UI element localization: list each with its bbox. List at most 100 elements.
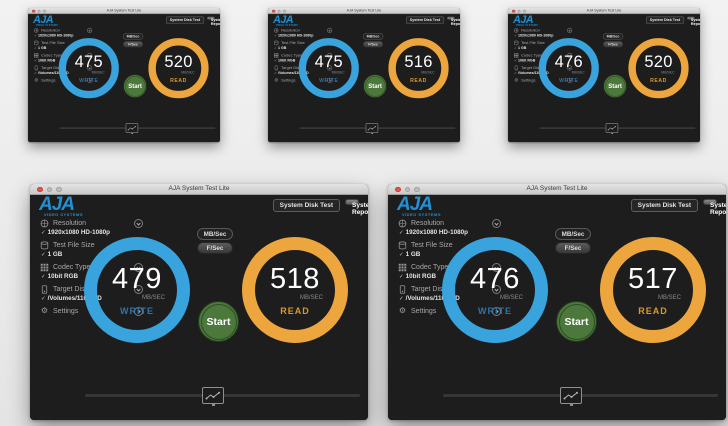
f-sec-button[interactable]: F/Sec: [602, 40, 624, 48]
system-report-button[interactable]: System Report: [446, 16, 460, 26]
sidebar-value-file-size: ✓1 GB: [41, 251, 63, 258]
f-sec-button[interactable]: F/Sec: [122, 40, 144, 48]
chevron-down-icon[interactable]: [134, 218, 143, 228]
sidebar-item-label: Resolution: [53, 219, 87, 227]
start-button[interactable]: Start: [603, 74, 627, 98]
app-window-top-middle: AJA System Test Lite AJA VIDEO SYSTEMS S…: [268, 8, 460, 143]
mb-sec-button[interactable]: MB/Sec: [362, 32, 384, 40]
sidebar-item-label: Test File Size: [411, 241, 453, 249]
sidebar-item-resolution[interactable]: Resolution: [33, 27, 93, 33]
close-button[interactable]: [37, 186, 43, 192]
traffic-lights: [395, 186, 420, 192]
check-icon: ✓: [34, 71, 37, 76]
aja-logo-subtext: VIDEO SYSTEMS: [43, 212, 83, 217]
minimize-button[interactable]: [404, 186, 410, 192]
app-window-top-left: AJA System Test Lite AJA VIDEO SYSTEMS S…: [28, 8, 220, 143]
check-icon: ✓: [399, 252, 404, 258]
mb-sec-button[interactable]: MB/Sec: [197, 228, 233, 240]
system-report-button[interactable]: System Report: [703, 199, 726, 216]
window-body: AJA VIDEO SYSTEMS System Disk Test Syste…: [388, 195, 726, 420]
sidebar-item-label: Codec Type: [411, 263, 449, 271]
minimize-button[interactable]: [517, 9, 521, 13]
sidebar-value-target-disk: ✓/Volumes/110 SSD: [514, 71, 549, 76]
close-button[interactable]: [271, 9, 276, 13]
chart-icon[interactable]: [125, 123, 139, 135]
chart-icon[interactable]: [365, 123, 379, 135]
chart-icon[interactable]: [202, 387, 224, 406]
minimize-button[interactable]: [46, 186, 52, 192]
read-speed-value: 520: [644, 52, 673, 71]
sidebar-item-resolution[interactable]: Resolution: [513, 27, 573, 33]
zoom-button[interactable]: [522, 9, 526, 13]
read-gauge: 520 MB/SEC READ: [628, 38, 689, 99]
system-report-button[interactable]: System Report: [345, 199, 368, 216]
start-button[interactable]: Start: [123, 74, 147, 98]
window-title: AJA System Test Lite: [586, 8, 622, 13]
chevron-down-icon[interactable]: [327, 27, 333, 33]
sidebar-item-label: Settings: [53, 307, 79, 315]
start-button[interactable]: Start: [198, 301, 239, 342]
read-speed-value: 518: [270, 262, 320, 295]
system-report-button[interactable]: System Report: [686, 16, 700, 26]
check-icon: ✓: [41, 252, 46, 258]
check-icon: ✓: [41, 274, 46, 280]
chevron-down-icon[interactable]: [87, 27, 93, 33]
system-report-button[interactable]: System Report: [206, 16, 220, 26]
mb-sec-button[interactable]: MB/Sec: [122, 32, 144, 40]
window-body: AJA VIDEO SYSTEMS System Disk Test Syste…: [28, 14, 220, 143]
start-button[interactable]: Start: [556, 301, 597, 342]
resolution-icon: [397, 219, 408, 228]
f-sec-button[interactable]: F/Sec: [197, 242, 233, 254]
system-disk-test-button[interactable]: System Disk Test: [165, 16, 205, 24]
read-speed-unit: MB/SEC: [421, 70, 435, 75]
codec-icon: [513, 53, 519, 58]
chevron-down-icon[interactable]: [492, 218, 501, 228]
system-disk-test-button[interactable]: System Disk Test: [272, 199, 340, 212]
close-button[interactable]: [511, 9, 516, 13]
resolution-icon: [273, 27, 279, 33]
aja-logo: AJA VIDEO SYSTEMS: [397, 195, 441, 217]
file-size-icon: [33, 40, 39, 45]
window-titlebar[interactable]: AJA System Test Lite: [268, 8, 460, 15]
sidebar-item-resolution[interactable]: Resolution: [397, 218, 501, 228]
chart-icon[interactable]: [605, 123, 619, 135]
gear-icon: ⚙: [514, 77, 519, 83]
mb-sec-button[interactable]: MB/Sec: [555, 228, 591, 240]
check-icon: ✓: [41, 296, 46, 302]
system-disk-test-button[interactable]: System Disk Test: [630, 199, 698, 212]
close-button[interactable]: [31, 9, 36, 13]
system-disk-test-button[interactable]: System Disk Test: [405, 16, 445, 24]
start-button[interactable]: Start: [363, 74, 387, 98]
minimize-button[interactable]: [37, 9, 41, 13]
sidebar-item-resolution[interactable]: Resolution: [273, 27, 333, 33]
aja-logo: AJA VIDEO SYSTEMS: [33, 14, 58, 26]
minimize-button[interactable]: [277, 9, 281, 13]
zoom-button[interactable]: [282, 9, 286, 13]
sidebar-item-resolution[interactable]: Resolution: [39, 218, 143, 228]
aja-logo-text: AJA: [33, 14, 54, 26]
window-title: AJA System Test Lite: [526, 185, 588, 192]
gear-icon: ⚙: [40, 306, 49, 315]
sidebar-value-target-disk: ✓/Volumes/110 SSD: [34, 71, 69, 76]
zoom-button[interactable]: [414, 186, 420, 192]
aja-logo-text: AJA: [39, 195, 75, 215]
gear-icon: ⚙: [398, 306, 407, 315]
close-button[interactable]: [395, 186, 401, 192]
chart-icon[interactable]: [560, 387, 582, 406]
disk-icon: [273, 65, 279, 70]
zoom-button[interactable]: [56, 186, 62, 192]
f-sec-button[interactable]: F/Sec: [555, 242, 591, 254]
window-titlebar[interactable]: AJA System Test Lite: [28, 8, 220, 15]
mb-sec-button[interactable]: MB/Sec: [602, 32, 624, 40]
chevron-down-icon[interactable]: [567, 27, 573, 33]
sidebar-item-label: Resolution: [411, 219, 445, 227]
zoom-button[interactable]: [42, 9, 46, 13]
sidebar-item-label: Test File Size: [521, 40, 545, 45]
f-sec-button[interactable]: F/Sec: [362, 40, 384, 48]
system-disk-test-button[interactable]: System Disk Test: [645, 16, 685, 24]
traffic-lights: [31, 9, 46, 13]
write-speed-value: 479: [112, 262, 162, 295]
window-titlebar[interactable]: AJA System Test Lite: [30, 184, 368, 195]
window-titlebar[interactable]: AJA System Test Lite: [508, 8, 700, 15]
window-titlebar[interactable]: AJA System Test Lite: [388, 184, 726, 195]
